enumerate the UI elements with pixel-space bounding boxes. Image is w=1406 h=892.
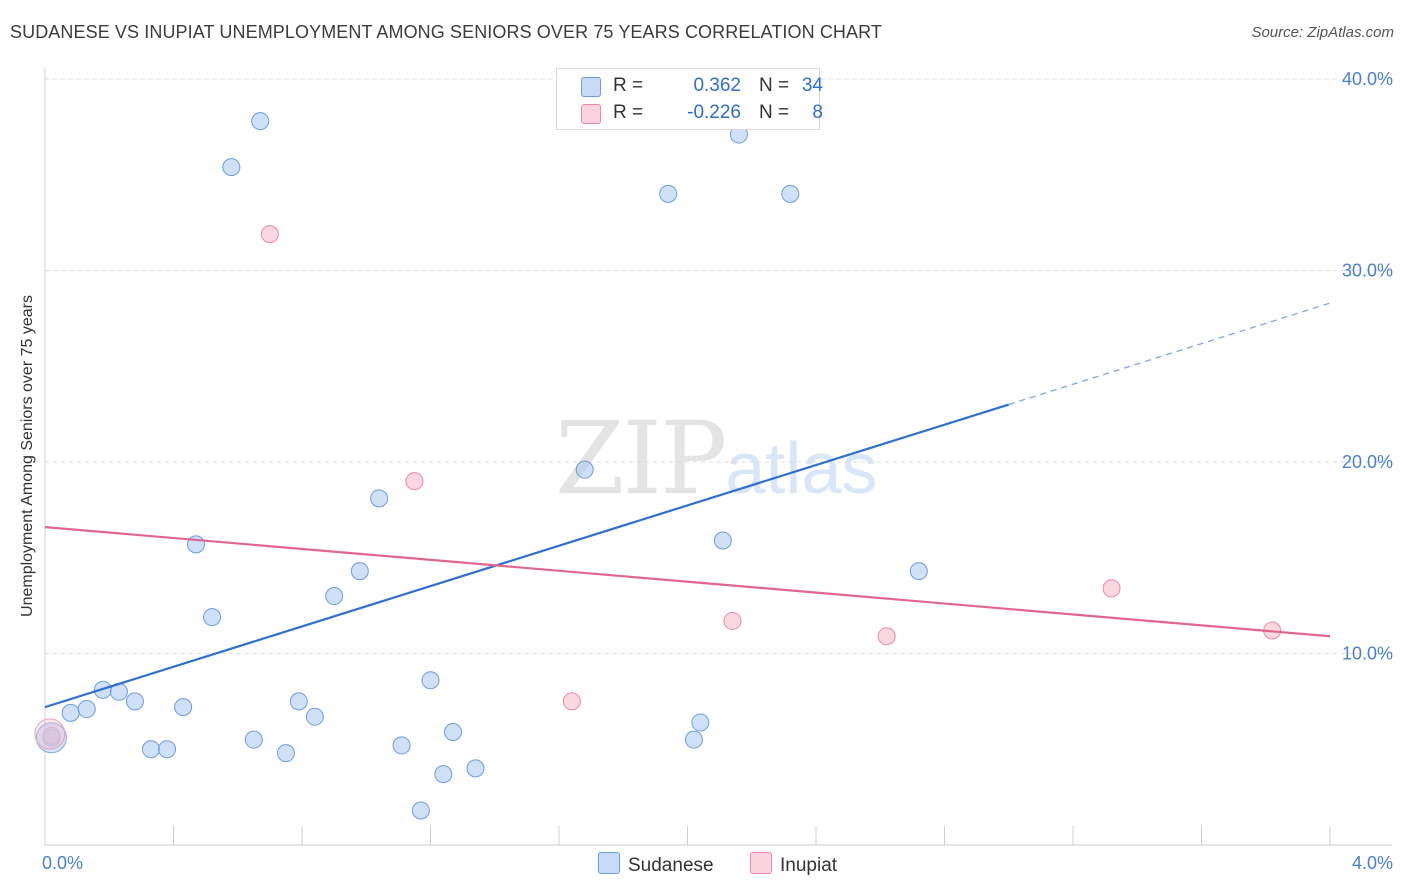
- legend-r-value: 0.362: [693, 75, 741, 96]
- sudanese-point: [434, 765, 453, 784]
- y-tick-label: 30.0%: [1342, 261, 1393, 281]
- sudanese-point: [684, 730, 703, 749]
- sudanese-point: [289, 692, 308, 711]
- sudanese-point: [713, 531, 732, 550]
- sudanese-point: [443, 723, 462, 742]
- sudanese-point: [421, 671, 440, 690]
- y-tick-label: 10.0%: [1342, 644, 1393, 664]
- source-label: Source: ZipAtlas.com: [1251, 24, 1394, 41]
- inupiat-point: [877, 627, 896, 646]
- sudanese-point: [305, 707, 324, 726]
- sudanese-point: [77, 700, 96, 719]
- legend-n-value: 34: [801, 75, 823, 96]
- legend-r-label: R =: [613, 75, 644, 96]
- bottom-legend-inupiat: Inupiat: [750, 852, 837, 877]
- sudanese-point: [370, 489, 389, 508]
- sudanese-point: [61, 703, 80, 722]
- sudanese-point: [203, 608, 222, 627]
- inupiat-point: [723, 611, 742, 630]
- inupiat-point: [562, 692, 581, 711]
- sudanese-point: [251, 112, 270, 131]
- legend-swatch-inupiat: [581, 104, 601, 124]
- y-tick-label: 20.0%: [1342, 452, 1393, 472]
- x-tick-label: 0.0%: [42, 853, 83, 873]
- sudanese-point: [781, 184, 800, 203]
- sudanese-trend-extension: [1008, 302, 1331, 406]
- bottom-legend-swatch-sudanese: [598, 852, 620, 874]
- bottom-legend-sudanese: Sudanese: [598, 852, 714, 877]
- chart-title: SUDANESE VS INUPIAT UNEMPLOYMENT AMONG S…: [10, 22, 882, 42]
- y-tick-label: 40.0%: [1342, 69, 1393, 89]
- sudanese-point: [575, 460, 594, 479]
- sudanese-point: [222, 158, 241, 177]
- inupiat-trend-line: [44, 526, 1331, 638]
- inupiat-point: [260, 225, 279, 244]
- sudanese-point: [276, 744, 295, 763]
- sudanese-point: [691, 713, 710, 732]
- watermark-zip: ZIP: [555, 400, 727, 517]
- sudanese-point: [174, 698, 193, 717]
- cluster-point-inupiat: [34, 718, 66, 750]
- sudanese-point: [158, 740, 177, 759]
- x-tick-label: 4.0%: [1352, 853, 1393, 873]
- legend-r-value: -0.226: [687, 102, 741, 123]
- sudanese-point: [244, 730, 263, 749]
- sudanese-point: [392, 736, 411, 755]
- inupiat-point: [1102, 579, 1121, 598]
- legend-r-label: R =: [613, 102, 644, 123]
- inupiat-point: [405, 472, 424, 491]
- legend-swatch-sudanese: [581, 77, 601, 97]
- sudanese-point: [659, 184, 678, 203]
- legend-n-value: 8: [812, 102, 823, 123]
- legend-n-label: N =: [759, 102, 790, 123]
- sudanese-trend-line: [44, 403, 1010, 709]
- sudanese-point: [466, 759, 485, 778]
- sudanese-point: [350, 562, 369, 581]
- sudanese-point: [142, 740, 161, 759]
- watermark: ZIPatlas: [555, 400, 877, 517]
- legend-n-label: N =: [759, 75, 790, 96]
- bottom-legend-label-sudanese: Sudanese: [628, 855, 714, 876]
- sudanese-point: [325, 587, 344, 606]
- bottom-legend-swatch-inupiat: [750, 852, 772, 874]
- sudanese-point: [411, 801, 430, 820]
- sudanese-point: [909, 562, 928, 581]
- bottom-legend-label-inupiat: Inupiat: [780, 855, 838, 876]
- legend-box: R = 0.362 N = 34 R = -0.226 N = 8: [556, 68, 823, 130]
- sudanese-point: [125, 692, 144, 711]
